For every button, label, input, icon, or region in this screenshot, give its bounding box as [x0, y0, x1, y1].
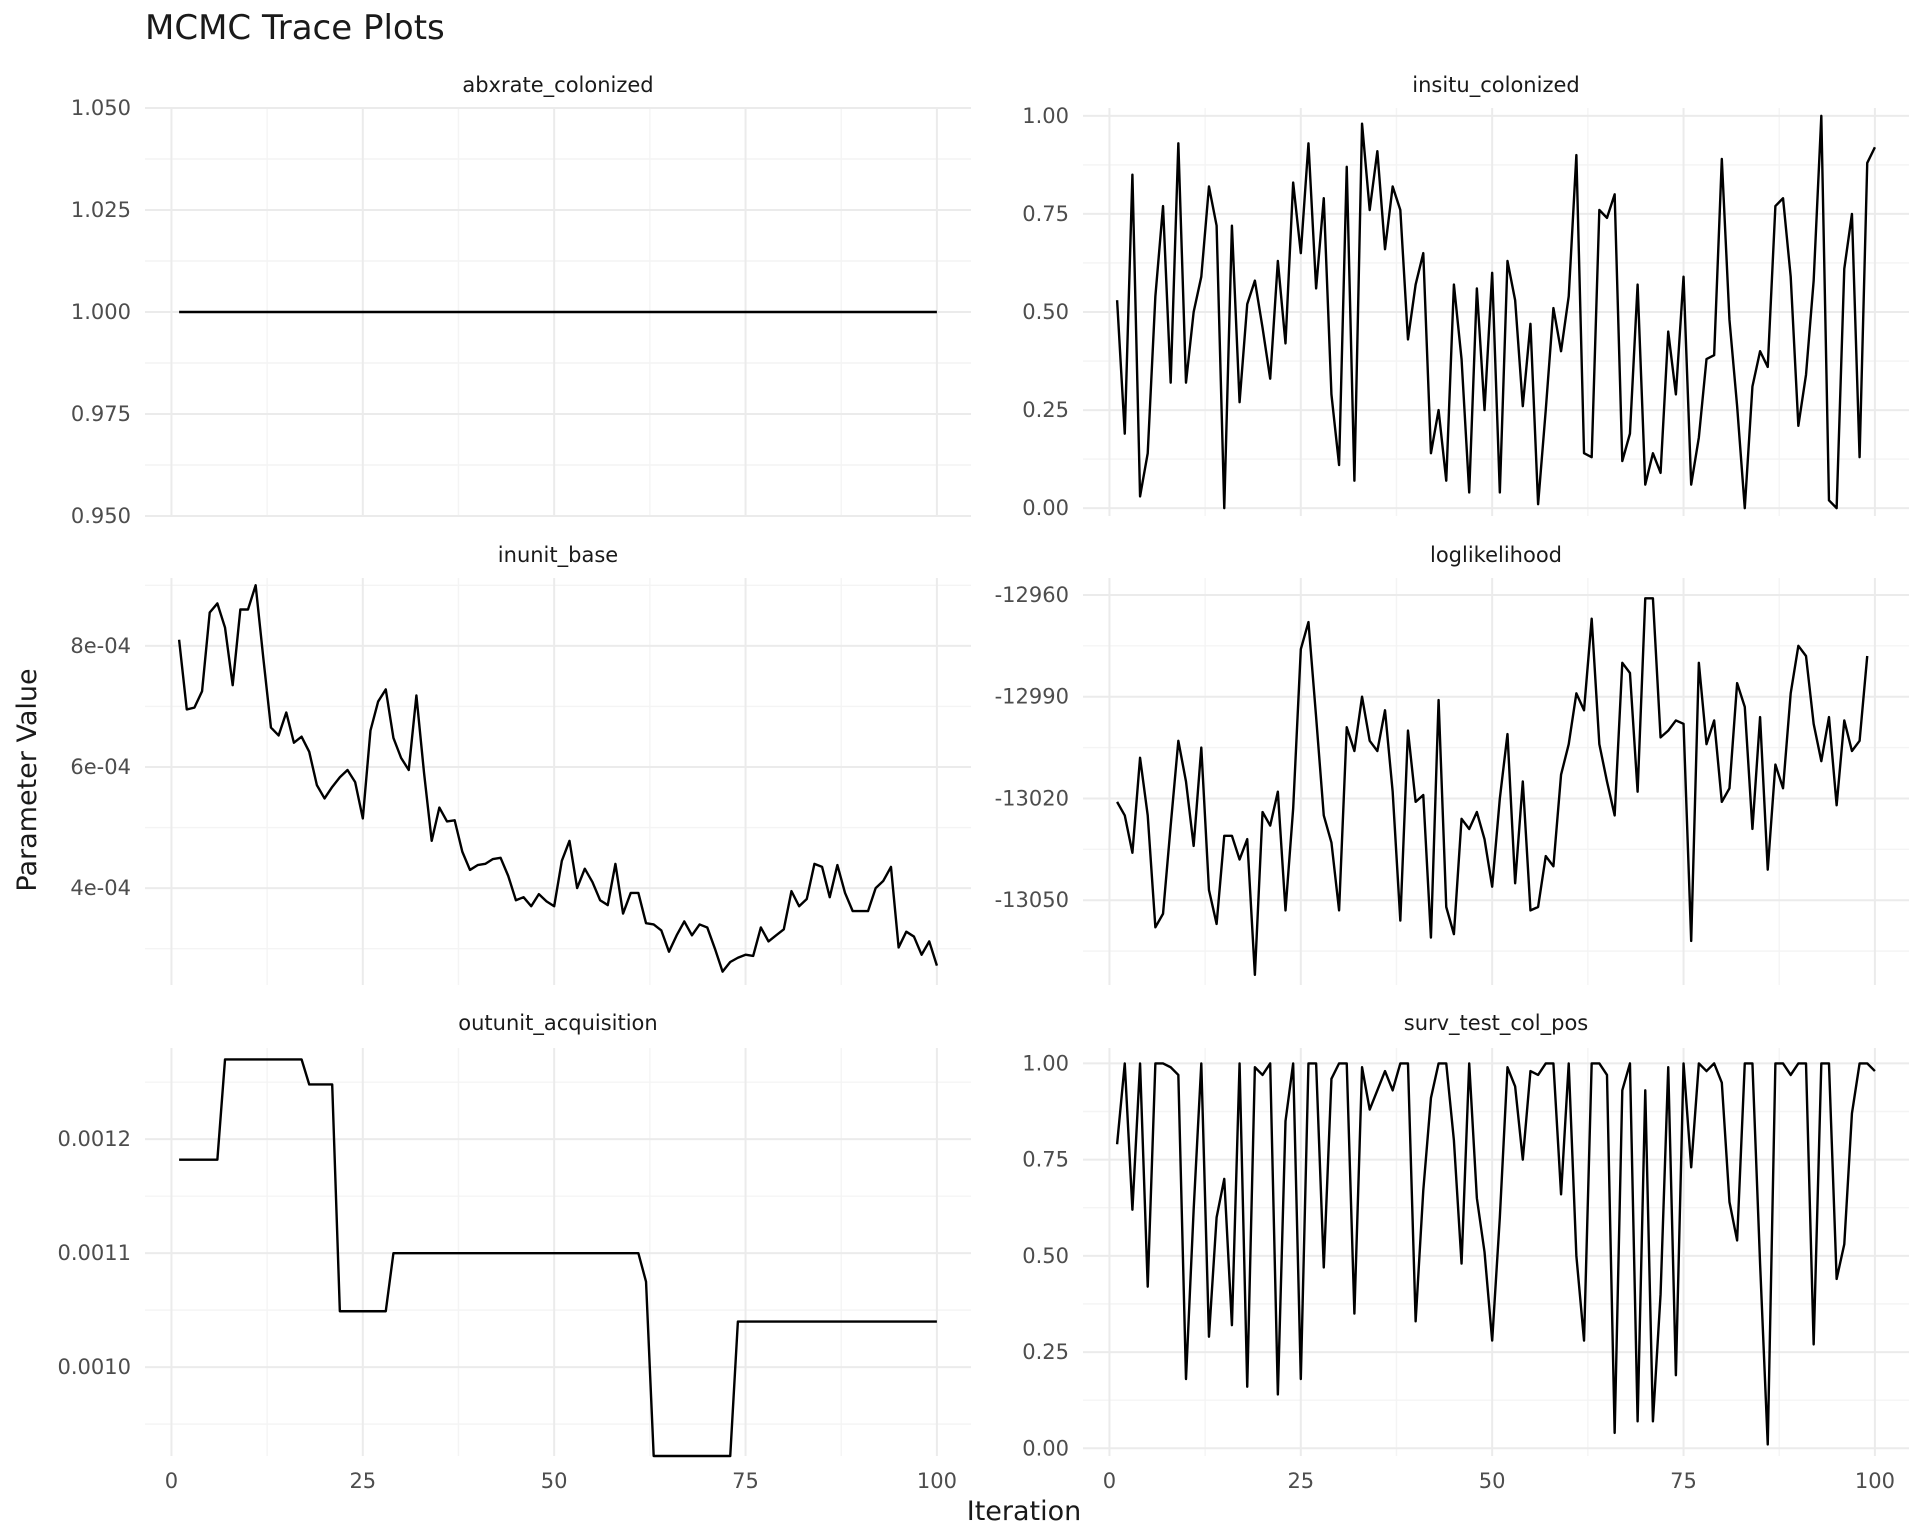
- y-tick-label: -12960: [995, 583, 1069, 607]
- strip-label: inunit_base: [498, 543, 618, 568]
- y-tick-label: 0.75: [1022, 202, 1069, 226]
- y-tick-label: 8e-04: [70, 634, 131, 658]
- trace-line-surv_test_col_pos: [1115, 1062, 1876, 1446]
- y-tick-label: 4e-04: [70, 876, 131, 900]
- panel-loglikelihood: loglikelihood -13050 -13020 -12990 -12960: [995, 543, 1909, 985]
- panel-insitu_colonized: insitu_colonized 0.00 0.25 0.50 0.75 1.00: [1022, 73, 1909, 520]
- trace-line-inunit_base: [177, 584, 939, 973]
- x-tick-label: 100: [1855, 1469, 1895, 1493]
- strip-label: loglikelihood: [1430, 543, 1562, 567]
- trace-line-outunit_acquisition: [179, 1058, 937, 1458]
- x-tick-label: 25: [349, 1469, 376, 1493]
- y-tick-label: 6e-04: [70, 755, 131, 779]
- y-tick-label: -13050: [995, 888, 1069, 912]
- y-axis-title: Parameter Value: [12, 668, 43, 891]
- y-tick-label: 1.050: [71, 96, 131, 120]
- y-tick-label: 0.50: [1022, 1244, 1069, 1268]
- strip-label: outunit_acquisition: [458, 1011, 657, 1036]
- x-tick-label: 0: [165, 1469, 178, 1493]
- y-tick-label: -13020: [995, 786, 1069, 810]
- y-tick-label: 0.00: [1022, 496, 1069, 520]
- strip-label: insitu_colonized: [1412, 73, 1579, 98]
- y-tick-label: 1.000: [71, 300, 131, 324]
- chart-title: MCMC Trace Plots: [145, 8, 445, 48]
- x-tick-label: 75: [1670, 1469, 1697, 1493]
- strip-label: abxrate_colonized: [462, 73, 653, 98]
- y-tick-label: 0.75: [1022, 1148, 1069, 1172]
- panel-surv_test_col_pos: surv_test_col_pos 0.00 0.25 0.50 0.75 1.00 0 25…: [1022, 1011, 1909, 1493]
- y-tick-label: 0.25: [1022, 1340, 1069, 1364]
- y-tick-label: -12990: [995, 685, 1069, 709]
- panels-layer: abxrate_colonized0.9500.9751.0001.0251.0…: [58, 73, 1909, 1493]
- y-tick-label: 0.0012: [58, 1127, 131, 1151]
- y-tick-label: 0.25: [1022, 398, 1069, 422]
- x-tick-label: 50: [1479, 1469, 1506, 1493]
- panel-outunit_acquisition: outunit_acquisition 0.0010 0.0011 0.0012 0 25…: [58, 1011, 971, 1493]
- x-tick-label: 75: [732, 1469, 759, 1493]
- y-tick-label: 1.00: [1022, 104, 1069, 128]
- y-tick-label: 0.00: [1022, 1436, 1069, 1460]
- trace-line-insitu_colonized: [1115, 114, 1876, 510]
- y-tick-label: 0.0010: [58, 1355, 131, 1379]
- x-tick-label: 100: [917, 1469, 957, 1493]
- panel-abxrate_colonized: abxrate_colonized 0.950 0.975 1.000 1.025 1.0…: [71, 73, 971, 528]
- x-axis-title: Iteration: [967, 1496, 1082, 1527]
- y-tick-label: 1.025: [71, 198, 131, 222]
- strip-label: surv_test_col_pos: [1404, 1011, 1589, 1036]
- y-tick-label: 0.0011: [58, 1241, 131, 1265]
- y-tick-label: 1.00: [1022, 1051, 1069, 1075]
- x-tick-label: 0: [1103, 1469, 1116, 1493]
- y-tick-label: 0.50: [1022, 300, 1069, 324]
- y-tick-label: 0.975: [71, 402, 131, 426]
- x-tick-label: 50: [541, 1469, 568, 1493]
- x-tick-label: 25: [1287, 1469, 1314, 1493]
- trace-line-loglikelihood: [1116, 597, 1869, 977]
- y-tick-label: 0.950: [71, 504, 131, 528]
- panel-inunit_base: inunit_base 4e-04 6e-04 8e-04: [70, 543, 971, 985]
